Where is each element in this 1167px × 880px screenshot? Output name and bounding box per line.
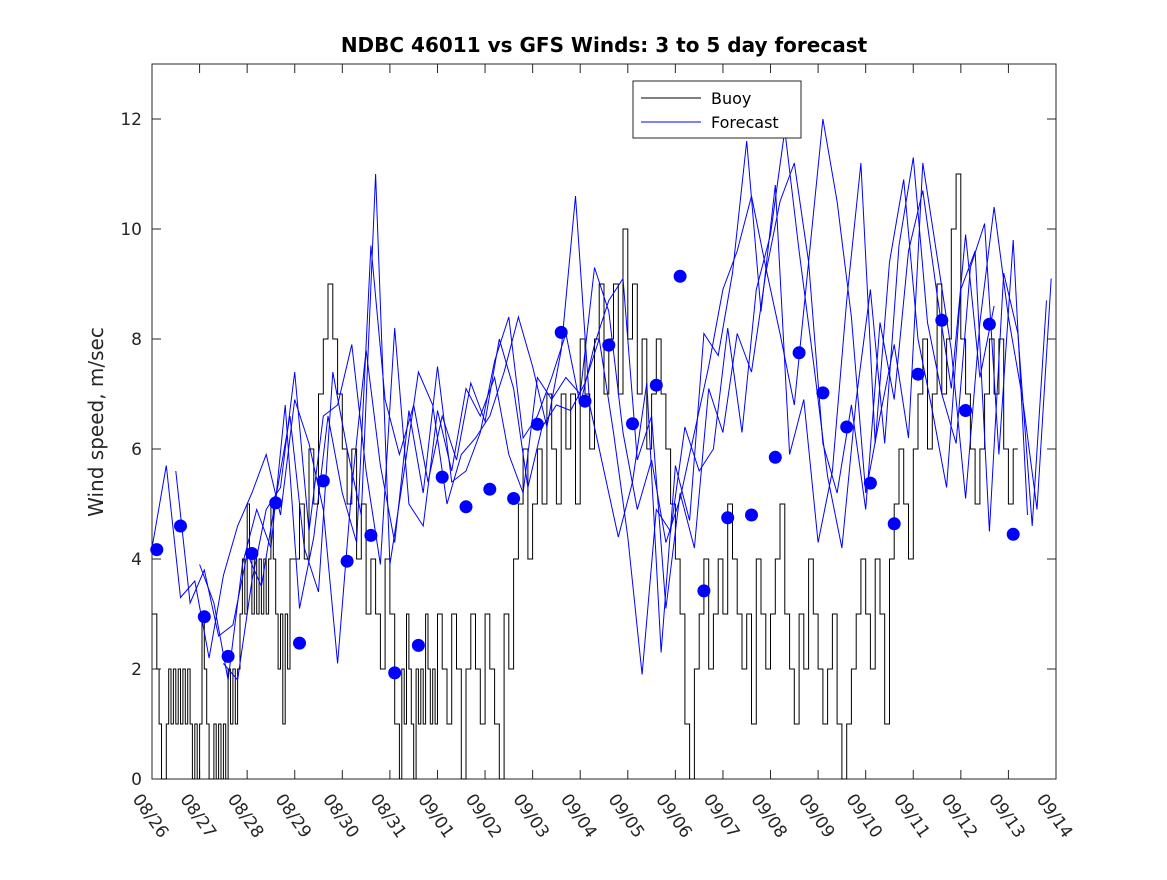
forecast-point [840,420,854,434]
forecast-point [435,470,449,484]
legend: Buoy Forecast [632,80,802,139]
forecast-point [483,482,497,496]
forecast-point [673,269,687,283]
forecast-point [911,367,925,381]
y-tick-label: 10 [120,220,142,240]
forecast-point [197,610,211,624]
forecast-point [174,519,187,533]
forecast-point [649,378,663,392]
legend-forecast-label: Forecast [711,113,779,132]
forecast-point [340,554,354,568]
y-tick-label: 8 [131,330,142,350]
forecast-point [269,496,283,510]
forecast-point [792,346,806,360]
axes-box [151,63,1057,780]
forecast-point [626,417,639,431]
forecast-series-line-2 [175,140,1047,653]
legend-box [632,80,802,139]
forecast-point [245,547,259,560]
forecast-point [745,508,758,522]
buoy-series-line [152,173,1018,780]
forecast-point [293,636,306,650]
y-axis-label: Wind speed, m/sec [84,327,108,517]
forecast-point [887,517,901,531]
forecast-point [554,325,568,339]
forecast-point [935,313,949,327]
forecast-point [221,649,235,663]
forecast-point [1006,527,1020,541]
legend-buoy-label: Buoy [711,89,751,108]
forecast-series-line-3 [199,129,1028,681]
forecast-point [697,584,711,598]
forecast-point [959,404,973,417]
forecast-point [721,511,735,525]
y-tick-label: 0 [131,770,142,790]
forecast-point [863,476,877,490]
y-tick-label: 12 [120,110,142,130]
forecast-point [816,386,830,400]
y-tick-label: 6 [131,440,142,460]
forecast-point [150,543,164,557]
forecast-point [602,338,616,352]
forecast-point [507,492,521,505]
forecast-point [411,638,425,652]
forecast-point [982,317,996,331]
forecast-point [316,474,330,488]
y-tick-label: 4 [131,550,142,570]
forecast-point [768,450,782,464]
forecast-point [530,417,544,431]
chart-title: NDBC 46011 vs GFS Winds: 3 to 5 day fore… [341,33,868,57]
y-tick-label: 2 [131,660,142,680]
forecast-point [388,666,402,680]
forecast-point [578,394,592,408]
forecast-series-line-4 [223,118,1052,682]
forecast-point [364,528,378,542]
forecast-point [459,500,473,514]
